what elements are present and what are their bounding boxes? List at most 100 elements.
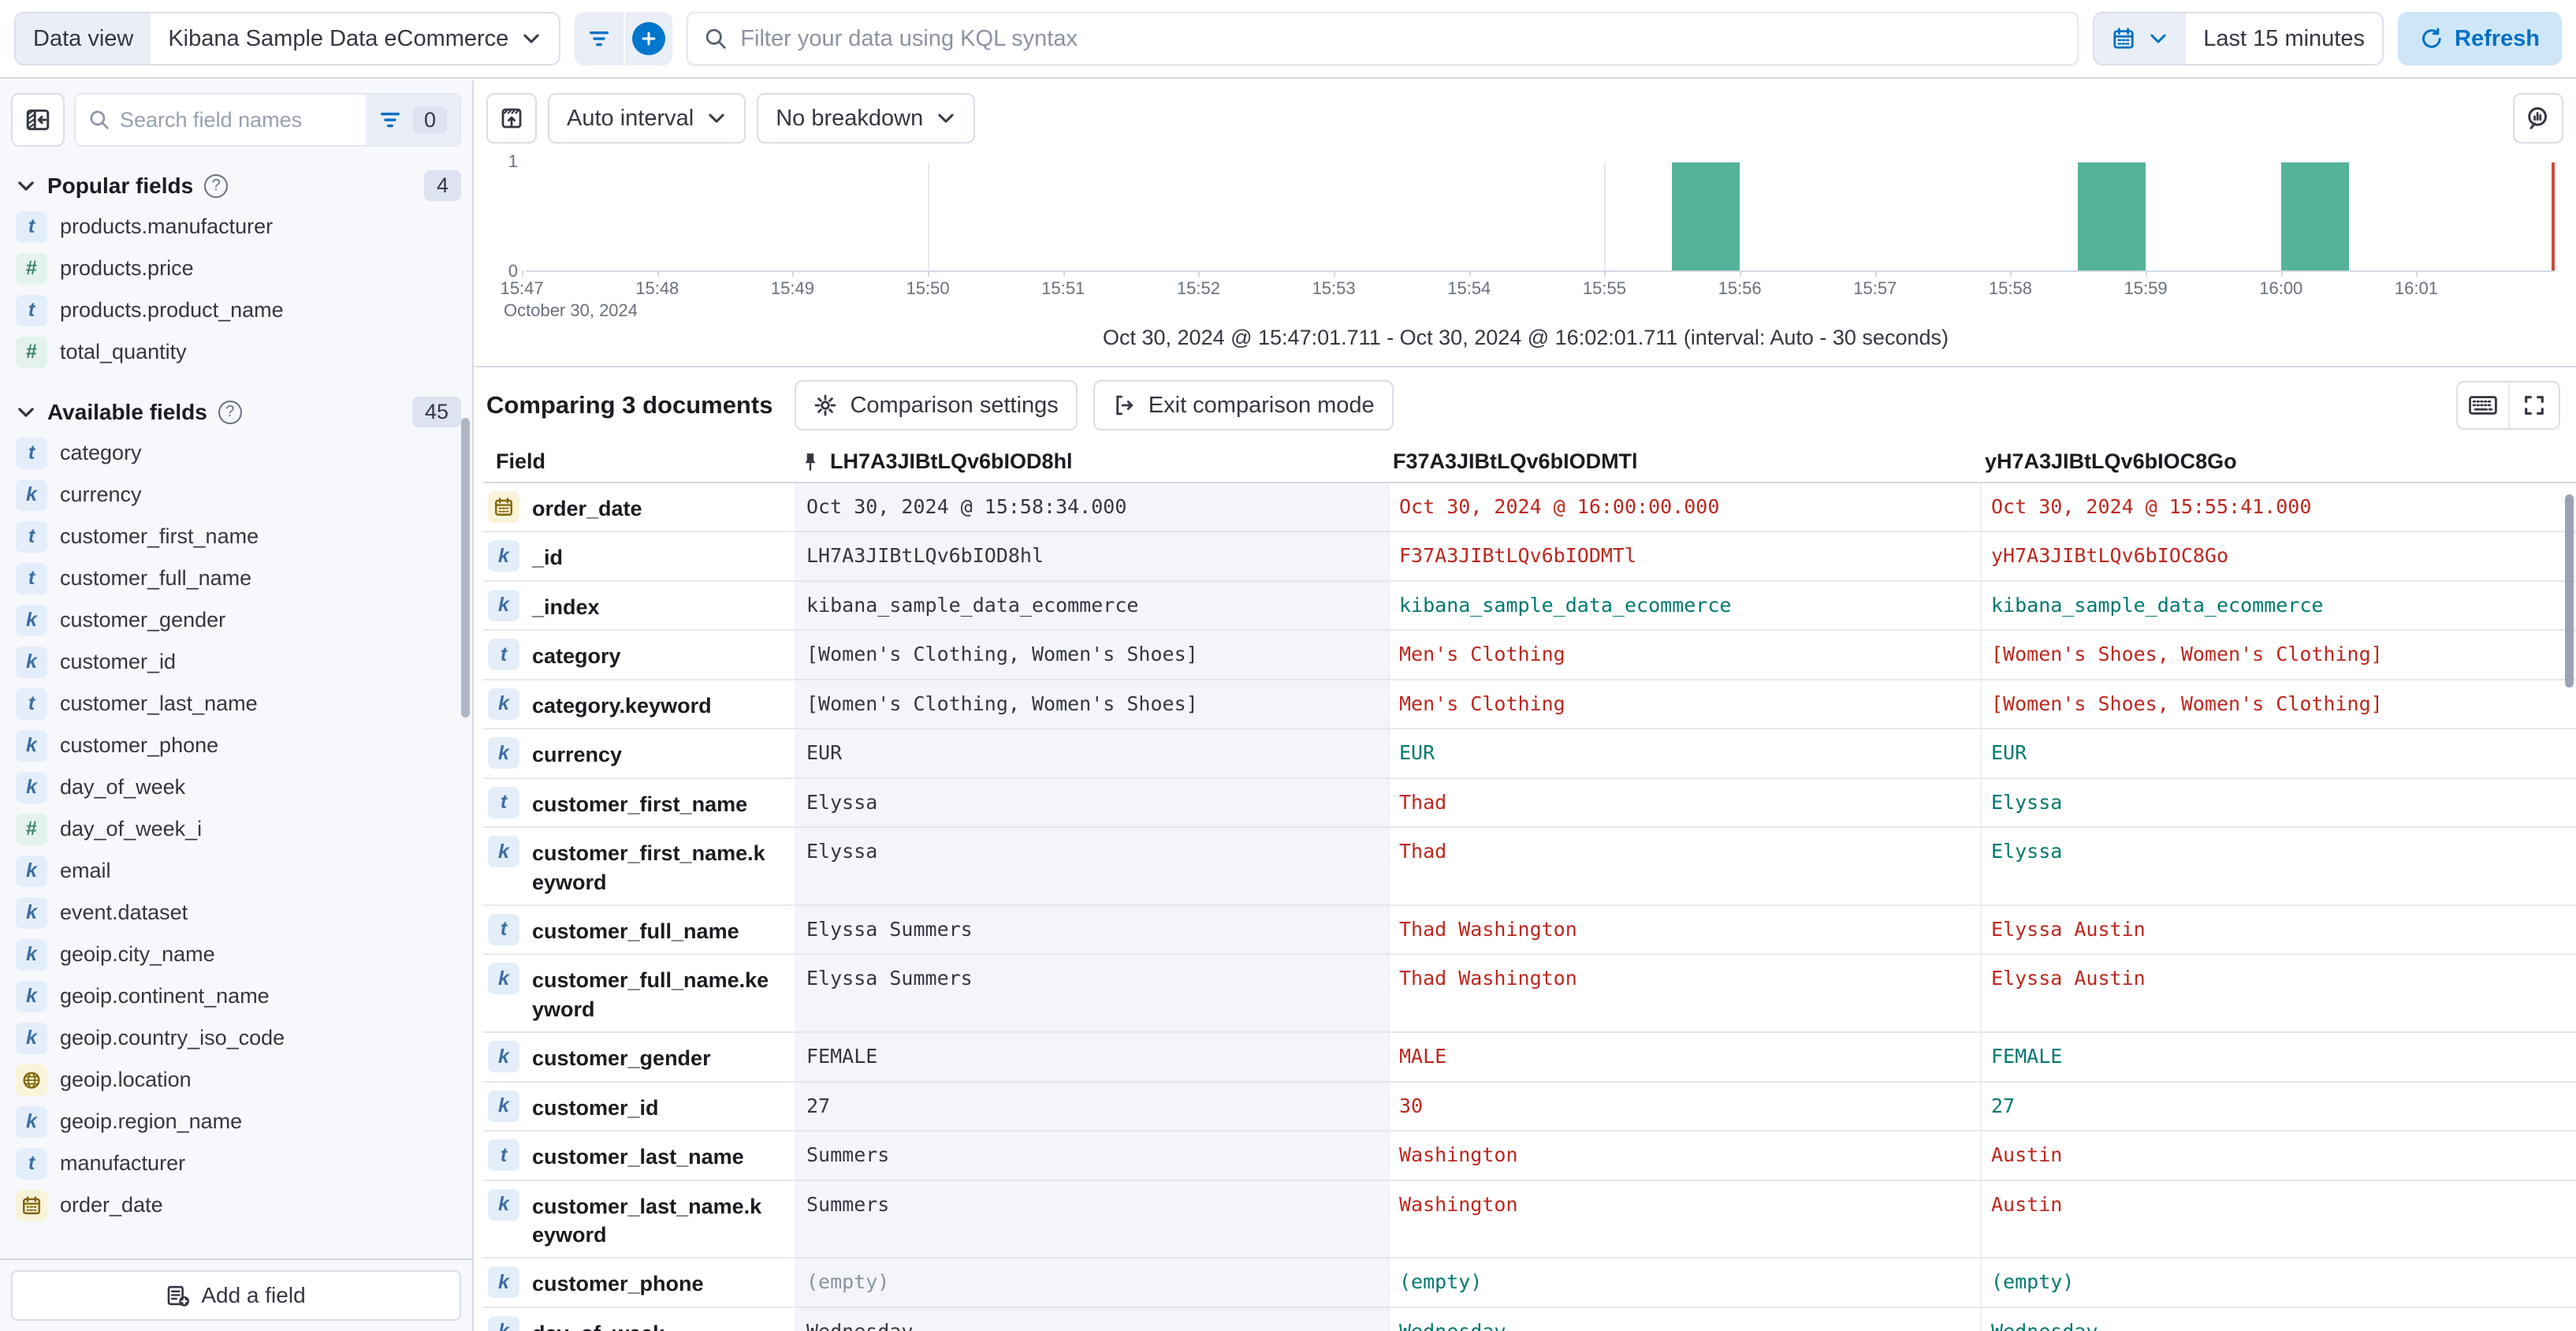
sidebar-field-products.product_name[interactable]: t products.product_name: [11, 289, 472, 331]
keyword-field-token-icon: k: [16, 604, 47, 636]
refresh-button[interactable]: Refresh: [2398, 12, 2562, 65]
comparison-settings-button[interactable]: Comparison settings: [795, 380, 1078, 431]
field-type-filter-button[interactable]: 0: [365, 95, 460, 145]
exit-comparison-button[interactable]: Exit comparison mode: [1093, 380, 1394, 431]
sidebar-scrollbar[interactable]: [461, 418, 470, 718]
field-name-cell[interactable]: k category.keyword: [483, 680, 795, 728]
sidebar-field-email[interactable]: k email: [11, 850, 472, 892]
sidebar-field-geoip.region_name[interactable]: k geoip.region_name: [11, 1101, 472, 1143]
sidebar-field-currency[interactable]: k currency: [11, 474, 472, 516]
sidebar-field-customer_id[interactable]: k customer_id: [11, 641, 472, 683]
comparison-doc-value-diff: yH7A3JIBtLQv6bIOC8Go: [1980, 532, 2576, 580]
chevron-down-icon: [936, 108, 956, 129]
sidebar-field-customer_gender[interactable]: k customer_gender: [11, 599, 472, 641]
comparison-doc-value-match: EUR: [1980, 729, 2576, 777]
sidebar-field-geoip.continent_name[interactable]: k geoip.continent_name: [11, 975, 472, 1017]
field-name-cell[interactable]: k customer_first_name.keyword: [483, 828, 795, 904]
field-filter-count-badge: 0: [412, 106, 447, 134]
field-name-cell[interactable]: k customer_id: [483, 1083, 795, 1130]
interval-dropdown[interactable]: Auto interval: [548, 93, 746, 144]
histogram-bar[interactable]: [2078, 162, 2146, 270]
x-axis-tick: [1604, 270, 1606, 277]
sidebar-field-geoip.city_name[interactable]: k geoip.city_name: [11, 934, 472, 975]
pinned-doc-header[interactable]: LH7A3JIBtLQv6bIOD8hl: [795, 442, 1388, 482]
histogram-bar[interactable]: [2280, 162, 2349, 270]
data-view-selected[interactable]: Kibana Sample Data eCommerce: [151, 13, 559, 64]
x-axis-tick: [522, 270, 524, 277]
time-range-value[interactable]: Last 15 minutes: [2203, 25, 2365, 51]
plus-icon: [632, 22, 666, 55]
sidebar-field-customer_last_name[interactable]: t customer_last_name: [11, 683, 472, 725]
edit-visualization-button[interactable]: [2513, 93, 2563, 144]
sidebar-field-customer_phone[interactable]: k customer_phone: [11, 725, 472, 766]
kql-query-input[interactable]: [740, 25, 2062, 52]
date-picker-button[interactable]: [2094, 13, 2187, 64]
kql-search-bar[interactable]: [687, 12, 2079, 65]
hide-chart-button[interactable]: [486, 93, 537, 144]
breakdown-dropdown[interactable]: No breakdown: [757, 93, 976, 144]
sidebar-field-geoip.location[interactable]: geoip.location: [11, 1059, 472, 1101]
comparison-row-customer_full_name.keyword: k customer_full_name.keyword Elyssa Summer…: [483, 955, 2576, 1034]
sidebar-field-products.manufacturer[interactable]: t products.manufacturer: [11, 206, 472, 248]
data-view-picker[interactable]: Data view Kibana Sample Data eCommerce: [14, 12, 561, 65]
search-icon: [704, 27, 728, 50]
field-name-cell[interactable]: t customer_full_name: [483, 906, 795, 953]
sidebar-field-category[interactable]: t category: [11, 432, 472, 474]
field-name-cell[interactable]: k _index: [483, 582, 795, 629]
histogram-bar[interactable]: [1672, 162, 1740, 270]
table-scrollbar[interactable]: [2565, 494, 2574, 688]
comparison-doc-value-match: Elyssa: [1980, 778, 2576, 827]
field-name-cell[interactable]: k customer_last_name.keyword: [483, 1181, 795, 1258]
sidebar-field-order_date[interactable]: order_date: [11, 1184, 472, 1226]
chevron-down-icon: [2148, 28, 2168, 49]
search-icon: [88, 109, 110, 131]
field-name-cell[interactable]: t customer_last_name: [483, 1132, 795, 1179]
sidebar-field-day_of_week_i[interactable]: # day_of_week_i: [11, 808, 472, 850]
field-search-input[interactable]: [120, 107, 366, 132]
fullscreen-button[interactable]: [2508, 382, 2559, 428]
comparison-doc-value-diff: Thad Washington: [1388, 955, 1980, 1032]
comparison-doc-value-diff: [Women's Shoes, Women's Clothing]: [1980, 680, 2576, 729]
text-field-token-icon: t: [488, 786, 519, 818]
doc-header[interactable]: F37A3JIBtLQv6bIODMTl: [1393, 449, 1638, 473]
field-name-cell[interactable]: order_date: [483, 483, 795, 531]
field-name-cell[interactable]: k currency: [483, 729, 795, 777]
sidebar-field-total_quantity[interactable]: # total_quantity: [11, 331, 472, 373]
comparison-row-customer_id: k customer_id 27 30 27: [483, 1082, 2576, 1132]
sidebar-field-products.price[interactable]: # products.price: [11, 248, 472, 289]
histogram-plot-area[interactable]: 1 0 15:47 October 30, 2024 15:48 15:49 15:50…: [501, 151, 2556, 320]
field-name-cell[interactable]: k _id: [483, 532, 795, 580]
sidebar-field-geoip.country_iso_code[interactable]: k geoip.country_iso_code: [11, 1017, 472, 1059]
field-name-cell[interactable]: t category: [483, 631, 795, 678]
keyboard-shortcuts-button[interactable]: [2458, 382, 2508, 428]
comparison-doc-value-diff: Thad Washington: [1388, 905, 1980, 954]
collapse-sidebar-button[interactable]: [11, 93, 65, 147]
doc-header[interactable]: yH7A3JIBtLQv6bIOC8Go: [1985, 449, 2237, 473]
chevron-down-icon: [16, 176, 36, 196]
comparison-header: Comparing 3 documents Comparison setting…: [475, 367, 2576, 442]
field-name-cell[interactable]: k customer_full_name.keyword: [483, 955, 795, 1031]
comparison-doc-value-diff: Thad: [1388, 828, 1980, 904]
field-name-cell[interactable]: t customer_first_name: [483, 779, 795, 826]
field-name-cell[interactable]: k customer_gender: [483, 1033, 795, 1080]
sidebar-field-manufacturer[interactable]: t manufacturer: [11, 1143, 472, 1184]
comparison-table-body: order_date Oct 30, 2024 @ 15:58:34.000 Oct…: [483, 483, 2576, 1331]
sidebar-field-event.dataset[interactable]: k event.dataset: [11, 892, 472, 934]
sidebar-field-customer_full_name[interactable]: t customer_full_name: [11, 557, 472, 599]
x-axis-label: 15:56: [1718, 278, 1762, 298]
add-a-field-button[interactable]: Add a field: [11, 1270, 461, 1321]
filter-icon[interactable]: [575, 12, 624, 65]
field-search-box[interactable]: 0: [74, 93, 461, 147]
keyword-field-token-icon: k: [488, 1090, 519, 1122]
section-header-popular-fields[interactable]: Popular fields? 4: [16, 170, 461, 201]
comparison-doc-value-match: FEMALE: [1980, 1033, 2576, 1081]
sidebar-field-day_of_week[interactable]: k day_of_week: [11, 766, 472, 808]
sidebar-field-customer_first_name[interactable]: t customer_first_name: [11, 516, 472, 557]
number-field-token-icon: #: [16, 813, 47, 845]
field-name-cell[interactable]: k customer_phone: [483, 1258, 795, 1306]
section-header-available-fields[interactable]: Available fields? 45: [16, 397, 461, 427]
text-field-token-icon: t: [16, 211, 47, 243]
comparison-row-_index: k _index kibana_sample_data_ecommerce kiban…: [483, 581, 2576, 632]
add-filter-button[interactable]: [624, 12, 672, 65]
